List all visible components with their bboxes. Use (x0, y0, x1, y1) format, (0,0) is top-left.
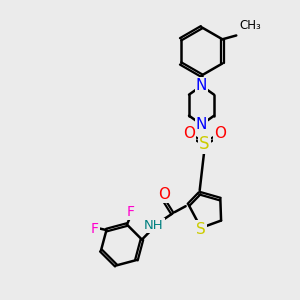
Text: F: F (91, 222, 99, 236)
Text: O: O (183, 127, 195, 142)
Text: F: F (127, 205, 134, 219)
Text: O: O (214, 127, 226, 142)
Text: CH₃: CH₃ (239, 19, 261, 32)
Text: O: O (158, 187, 170, 202)
Text: N: N (196, 78, 207, 93)
Text: N: N (196, 117, 207, 132)
Text: NH: NH (144, 219, 164, 232)
Text: S: S (199, 135, 210, 153)
Text: S: S (196, 222, 206, 237)
